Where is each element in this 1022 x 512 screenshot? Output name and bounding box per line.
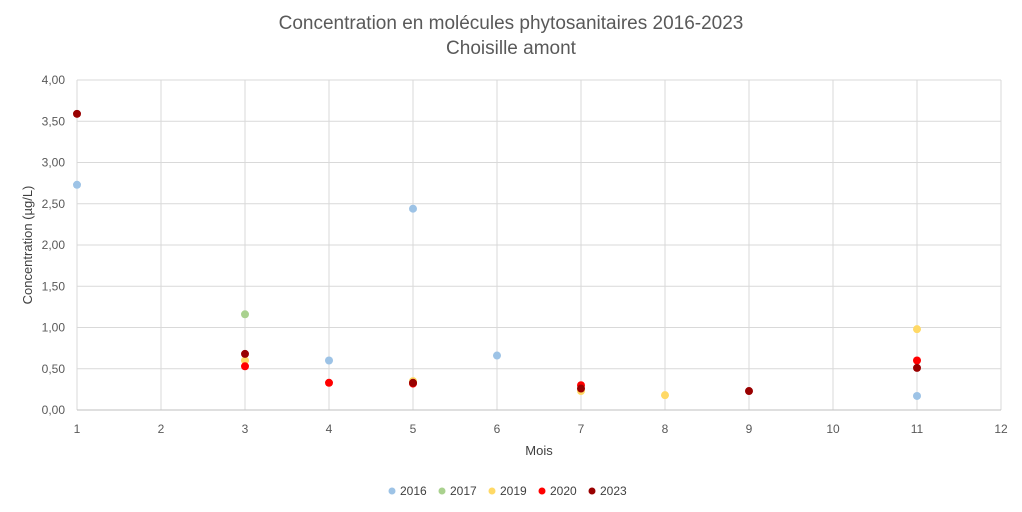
y-tick-label: 3,50 <box>42 114 66 128</box>
data-point-2023 <box>241 349 249 358</box>
x-tick-label: 10 <box>826 422 840 436</box>
data-point-2023 <box>745 387 753 396</box>
x-tick-label: 5 <box>410 422 417 436</box>
legend-marker-2023 <box>588 487 596 495</box>
legend-marker-2016 <box>388 487 396 495</box>
tick-labels: 0,000,501,001,502,002,503,003,504,001 2 3 4… <box>42 73 1008 436</box>
x-tick-label: 4 <box>326 422 333 436</box>
x-tick-label: 8 <box>662 422 669 436</box>
legend-marker-2017 <box>438 487 446 495</box>
legend-marker-2019 <box>488 487 496 495</box>
x-axis-label: Mois <box>525 443 553 458</box>
data-point-2020 <box>241 362 249 371</box>
data-point-2020 <box>913 356 921 365</box>
legend-label-2016: 2016 <box>400 484 427 498</box>
legend-label-2020: 2020 <box>550 484 577 498</box>
x-tick-label: 2 <box>158 422 165 436</box>
chart-subtitle: Choisille amont <box>446 38 577 59</box>
data-point-2016 <box>913 391 921 400</box>
data-point-2023 <box>913 363 921 372</box>
x-tick-label: 9 <box>746 422 753 436</box>
gridlines <box>76 79 1002 410</box>
legend-label-2023: 2023 <box>600 484 627 498</box>
y-axis-label: Concentration (µg/L) <box>20 186 35 305</box>
data-point-2016 <box>325 356 333 365</box>
x-tick-label: 6 <box>494 422 501 436</box>
data-point-2019 <box>241 356 249 365</box>
x-tick-label: 3 <box>242 422 249 436</box>
y-tick-label: 1,50 <box>42 279 66 293</box>
y-tick-label: 2,00 <box>42 238 66 252</box>
chart-title: Concentration en molécules phytosanitair… <box>279 13 744 34</box>
data-point-2019 <box>913 325 921 334</box>
legend-label-2017: 2017 <box>450 484 477 498</box>
y-tick-label: 4,00 <box>42 73 66 87</box>
y-tick-label: 2,50 <box>42 197 66 211</box>
y-tick-label: 3,00 <box>42 156 66 170</box>
x-tick-label: 7 <box>578 422 585 436</box>
y-tick-label: 0,00 <box>42 403 66 417</box>
y-tick-label: 0,50 <box>42 362 66 376</box>
y-tick-label: 1,00 <box>42 321 66 335</box>
x-tick-label: 12 <box>994 422 1008 436</box>
legend: 2016 2017 2019 2020 2023 <box>388 484 627 498</box>
x-tick-label: 11 <box>911 422 924 436</box>
data-point-2023 <box>577 384 585 393</box>
data-point-2017 <box>241 310 249 319</box>
legend-label-2019: 2019 <box>500 484 527 498</box>
data-point-2020 <box>325 378 333 387</box>
data-point-2016 <box>73 180 81 189</box>
data-point-2016 <box>493 351 501 360</box>
data-point-2023 <box>73 109 81 118</box>
x-tick-label: 1 <box>74 422 81 436</box>
data-point-2016 <box>409 204 417 213</box>
data-point-2023 <box>409 378 417 387</box>
data-point-2019 <box>661 391 669 400</box>
legend-marker-2020 <box>538 487 546 495</box>
data-points <box>73 109 921 400</box>
